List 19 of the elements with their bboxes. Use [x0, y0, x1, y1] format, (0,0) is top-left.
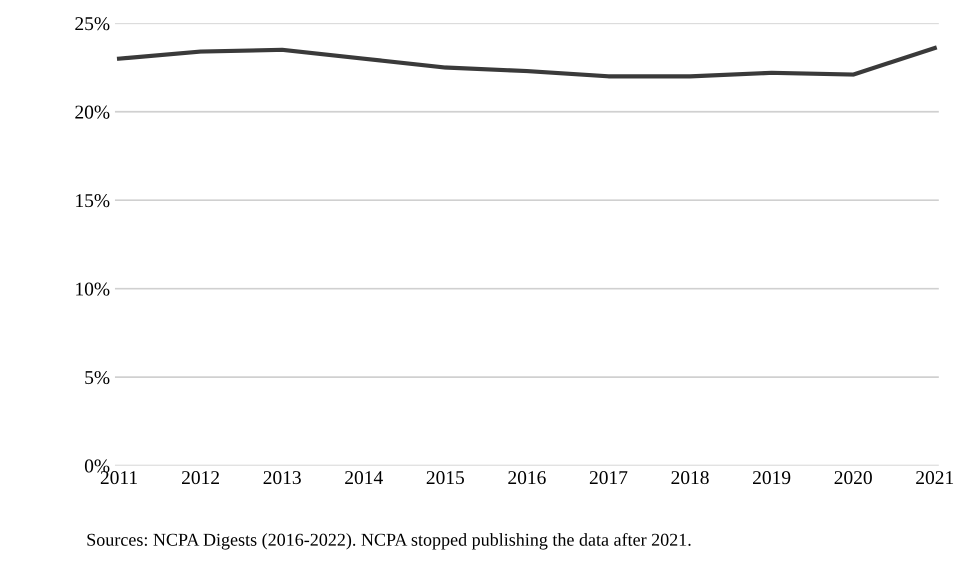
y-tick-label: 20%	[75, 106, 110, 119]
x-tick-label: 2020	[834, 471, 872, 484]
x-tick-label: 2016	[508, 471, 546, 484]
x-tick-label: 2014	[345, 471, 383, 484]
x-tick-label: 2017	[590, 471, 628, 484]
x-tick-label: 2018	[671, 471, 709, 484]
x-tick-label: 2013	[264, 471, 301, 484]
x-tick-label: 2021	[916, 471, 954, 484]
x-tick-label: 2012	[182, 471, 219, 484]
y-tick-label: 5%	[85, 370, 110, 384]
x-tick-label: 2019	[753, 471, 790, 484]
source-note: Sources: NCPA Digests (2016-2022). NCPA stopped publishing the data after 2021.	[87, 532, 691, 550]
x-tick-label: 2011	[100, 471, 137, 484]
y-tick-label: 15%	[76, 194, 110, 208]
x-tick-label: 2015	[426, 471, 464, 484]
line-series	[116, 46, 937, 78]
y-tick-label: 0%	[84, 459, 110, 473]
y-tick-label: 10%	[76, 282, 110, 296]
y-tick-label: 25%	[75, 17, 110, 30]
